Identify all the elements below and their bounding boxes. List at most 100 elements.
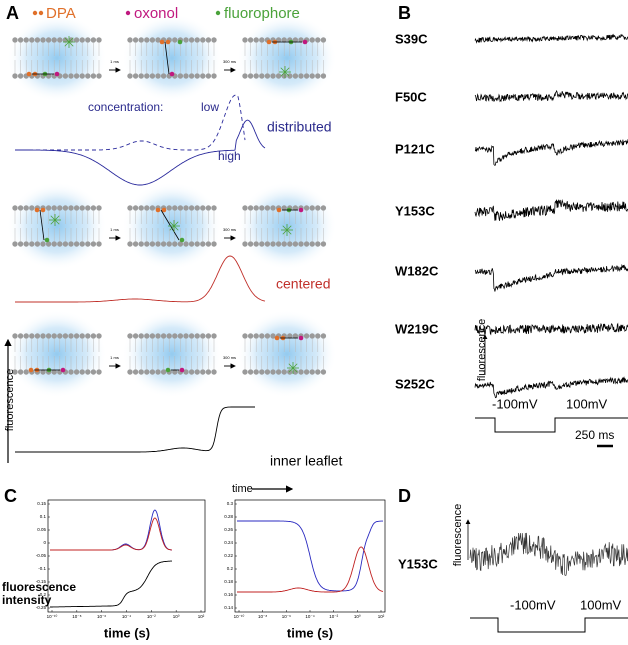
lipid-head bbox=[275, 369, 282, 375]
lipid-head bbox=[259, 37, 265, 43]
lipid-head bbox=[253, 73, 259, 79]
lipid-head bbox=[264, 73, 271, 79]
model-curve bbox=[50, 560, 172, 608]
lipid-head bbox=[127, 205, 133, 211]
lipid-head bbox=[172, 205, 178, 211]
lipid-head bbox=[17, 37, 24, 43]
molecule bbox=[26, 71, 32, 77]
lipid-head bbox=[205, 205, 212, 211]
lipid-head bbox=[292, 241, 299, 247]
glow bbox=[237, 14, 337, 102]
lipid-head bbox=[264, 333, 271, 339]
lipid-head bbox=[138, 333, 144, 339]
fluorophore bbox=[64, 37, 74, 47]
y-tick-label: 0.22 bbox=[224, 553, 233, 558]
glow bbox=[237, 310, 337, 398]
molecule bbox=[44, 237, 50, 243]
lipid-head bbox=[287, 241, 293, 247]
lipid-head bbox=[253, 205, 259, 211]
lipid-head bbox=[45, 205, 52, 211]
lipid-head bbox=[183, 205, 189, 211]
lipid-head bbox=[194, 205, 200, 211]
lipid-head bbox=[166, 205, 172, 211]
lipid-head bbox=[315, 73, 321, 79]
model-curve bbox=[237, 546, 384, 593]
lipid-head bbox=[303, 205, 310, 211]
molecule bbox=[165, 367, 171, 373]
lipid-head bbox=[155, 73, 161, 79]
lipid-head bbox=[96, 37, 102, 43]
protocol-label: 100mV bbox=[566, 396, 608, 411]
lipid-head bbox=[40, 333, 46, 339]
lipid-head bbox=[17, 241, 24, 247]
legend-fluorophore: fluorophore bbox=[224, 5, 300, 22]
lipid-head bbox=[68, 205, 74, 211]
lipid-head bbox=[160, 369, 167, 375]
molecule bbox=[179, 367, 185, 373]
lipid-head bbox=[73, 369, 80, 375]
x-axis-label: time (s) bbox=[287, 625, 333, 640]
lipid-head bbox=[96, 73, 102, 79]
lipid-head bbox=[85, 205, 91, 211]
lipid-head bbox=[57, 241, 63, 247]
lipid-head bbox=[62, 241, 69, 247]
fluorophore bbox=[169, 221, 179, 231]
lipid-head bbox=[34, 37, 41, 43]
y-tick-label: -0.15 bbox=[36, 579, 47, 584]
lipid-head bbox=[127, 37, 133, 43]
molecule bbox=[159, 39, 165, 45]
lipid-head bbox=[127, 369, 133, 375]
x-tick-label: 10⁻⁸ bbox=[72, 614, 81, 619]
y-tick-label: 0.14 bbox=[224, 605, 233, 610]
lipid-head bbox=[144, 37, 150, 43]
panel-label: A bbox=[6, 3, 19, 23]
model-curve bbox=[50, 517, 172, 551]
lipid-head bbox=[188, 241, 195, 247]
lipid-head bbox=[309, 333, 315, 339]
lipid-head bbox=[127, 241, 133, 247]
lipid-head bbox=[242, 333, 248, 339]
lipid-head bbox=[73, 333, 80, 339]
lipid-head bbox=[259, 241, 265, 247]
lipid-head bbox=[45, 241, 52, 247]
lipid-head bbox=[320, 369, 327, 375]
curve-inner bbox=[15, 406, 255, 453]
lipid-head bbox=[144, 369, 150, 375]
lipid-head bbox=[183, 241, 189, 247]
lipid-head bbox=[298, 369, 304, 375]
x-tick-label: 10⁻² bbox=[329, 614, 338, 619]
lipid-head bbox=[270, 73, 276, 79]
lipid-head bbox=[309, 205, 315, 211]
lipid-head bbox=[177, 73, 184, 79]
lipid-head bbox=[247, 241, 254, 247]
lipid-head bbox=[23, 37, 29, 43]
lipid-head bbox=[315, 241, 321, 247]
molecule bbox=[34, 207, 40, 213]
fret-arrow bbox=[160, 209, 180, 241]
lipid-head bbox=[242, 37, 248, 43]
lipid-head bbox=[188, 369, 195, 375]
lipid-head bbox=[281, 241, 287, 247]
model-curve bbox=[237, 520, 383, 592]
lipid-head bbox=[79, 241, 85, 247]
lipid-head bbox=[166, 241, 172, 247]
lipid-head bbox=[205, 369, 212, 375]
lipid-head bbox=[275, 241, 282, 247]
step-label: 1 ms bbox=[110, 355, 119, 360]
lipid-head bbox=[149, 205, 156, 211]
lipid-head bbox=[200, 241, 206, 247]
lipid-head bbox=[320, 333, 327, 339]
lipid-head bbox=[183, 369, 189, 375]
concentration-label: concentration: bbox=[88, 100, 163, 114]
lipid-head bbox=[298, 73, 304, 79]
y-tick-label: 0.28 bbox=[224, 514, 233, 519]
trace bbox=[469, 532, 628, 576]
lipid-head bbox=[79, 73, 85, 79]
panel-label: C bbox=[4, 486, 17, 506]
y-tick-label: 0.1 bbox=[40, 514, 47, 519]
lipid-head bbox=[160, 73, 167, 79]
lipid-head bbox=[281, 369, 287, 375]
molecule bbox=[60, 367, 66, 373]
y-axis-label: fluorescence bbox=[2, 580, 76, 594]
molecule bbox=[155, 207, 161, 213]
